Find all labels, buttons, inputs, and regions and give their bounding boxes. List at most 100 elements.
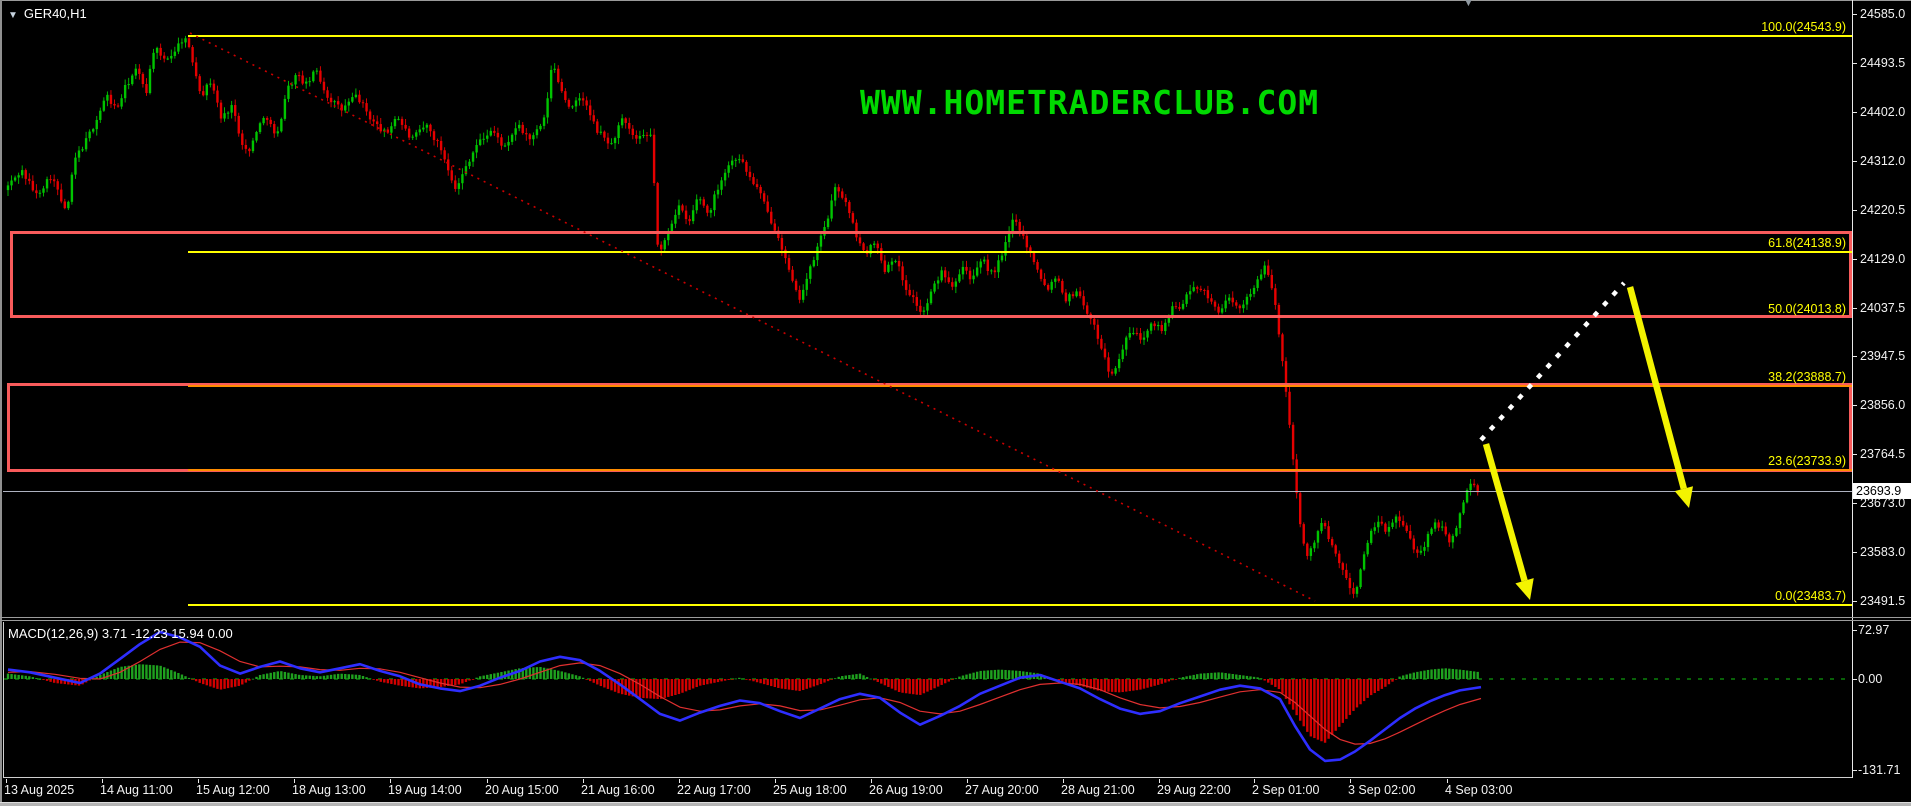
candle-body bbox=[1330, 539, 1334, 546]
fib-line-61.8[interactable] bbox=[188, 251, 1852, 253]
sell-arrow-2[interactable] bbox=[1626, 286, 1687, 490]
fib-line-38.2[interactable] bbox=[188, 385, 1852, 387]
candle-body bbox=[802, 289, 805, 300]
macd-histogram-bar bbox=[1409, 673, 1412, 679]
time-tick-label: 21 Aug 16:00 bbox=[581, 783, 655, 797]
candle-body bbox=[1295, 459, 1298, 494]
sell-arrow-1[interactable] bbox=[1482, 443, 1528, 582]
supply-demand-zone-1[interactable] bbox=[10, 231, 1852, 318]
candle-body bbox=[131, 75, 134, 85]
candle-body bbox=[461, 174, 464, 184]
candle-body bbox=[148, 68, 152, 94]
candle-body bbox=[248, 148, 251, 152]
macd-histogram-bar bbox=[1000, 669, 1004, 679]
macd-histogram-bar bbox=[702, 679, 705, 685]
symbol-dropdown-icon[interactable]: ▼ bbox=[8, 10, 18, 21]
candle-body bbox=[677, 205, 681, 215]
candle-body bbox=[926, 303, 929, 311]
candle-body bbox=[88, 131, 91, 139]
candle-body bbox=[1242, 304, 1245, 309]
candle-body bbox=[1075, 291, 1078, 297]
symbol-timeframe-label[interactable]: ▼ GER40,H1 bbox=[8, 6, 87, 21]
macd-histogram-bar bbox=[869, 678, 872, 680]
candle-body bbox=[297, 75, 301, 77]
macd-histogram-bar bbox=[691, 679, 695, 689]
pane-divider[interactable] bbox=[0, 617, 1911, 618]
candle-body bbox=[518, 124, 521, 129]
macd-histogram-bar bbox=[1430, 669, 1433, 679]
time-tick-label: 2 Sep 01:00 bbox=[1252, 783, 1320, 797]
fib-line-0[interactable] bbox=[188, 604, 1852, 606]
descending-trendline[interactable] bbox=[189, 32, 1316, 602]
candle-body bbox=[407, 128, 411, 138]
candle-body bbox=[1121, 349, 1124, 360]
macd-histogram-bar bbox=[926, 679, 929, 692]
macd-histogram-bar bbox=[993, 669, 997, 679]
candle-body bbox=[876, 243, 879, 249]
candle-body bbox=[63, 201, 66, 209]
macd-histogram-bar bbox=[1157, 679, 1160, 685]
candle-body bbox=[635, 135, 638, 139]
candle-body bbox=[354, 94, 358, 98]
candle-body bbox=[393, 119, 397, 127]
fib-line-100[interactable] bbox=[188, 35, 1852, 37]
macd-histogram-bar bbox=[628, 679, 631, 696]
macd-histogram-bar bbox=[1433, 669, 1437, 679]
candle-body bbox=[38, 192, 42, 194]
macd-histogram-bar bbox=[1171, 679, 1174, 681]
candle-body bbox=[1448, 534, 1451, 543]
macd-histogram-bar bbox=[1416, 671, 1419, 679]
candle-body bbox=[24, 170, 27, 179]
time-tick-label: 25 Aug 18:00 bbox=[773, 783, 847, 797]
candle-body bbox=[81, 149, 84, 151]
macd-histogram-bar bbox=[336, 673, 340, 679]
candle-body bbox=[617, 125, 620, 139]
macd-histogram-bar bbox=[1476, 671, 1479, 679]
candle-body bbox=[848, 202, 851, 214]
candle-body bbox=[106, 94, 109, 101]
candle-body bbox=[1046, 284, 1050, 290]
macd-histogram-bar bbox=[351, 674, 354, 679]
macd-histogram-bar bbox=[365, 677, 368, 679]
macd-histogram-bar bbox=[280, 671, 283, 679]
macd-histogram-bar bbox=[1007, 670, 1011, 679]
candle-body bbox=[592, 115, 595, 122]
candle-body bbox=[1323, 522, 1327, 527]
macd-histogram-bar bbox=[127, 665, 130, 679]
time-tick-mark bbox=[967, 779, 968, 783]
macd-histogram-bar bbox=[940, 679, 943, 685]
macd-histogram-bar bbox=[202, 679, 205, 685]
object-anchor-icon[interactable]: ▼ bbox=[1463, 0, 1474, 9]
candle-body bbox=[351, 97, 354, 102]
fib-line-23.6[interactable] bbox=[188, 469, 1852, 471]
price-tick-label: 24493.5 bbox=[1860, 56, 1906, 70]
macd-histogram-bar bbox=[557, 670, 560, 679]
macd-histogram-bar bbox=[1423, 670, 1426, 679]
macd-histogram-bar bbox=[1245, 675, 1249, 679]
macd-histogram-bar bbox=[468, 679, 471, 681]
pane-divider-line[interactable] bbox=[0, 620, 1911, 621]
candle-body bbox=[95, 119, 98, 130]
candle-body bbox=[844, 197, 847, 203]
time-tick-mark bbox=[294, 779, 295, 783]
macd-axis-label: 0.00 bbox=[1858, 672, 1883, 686]
candle-body bbox=[77, 150, 81, 158]
candle-body bbox=[1228, 297, 1231, 301]
time-tick-label: 27 Aug 20:00 bbox=[965, 783, 1039, 797]
candle-body bbox=[344, 105, 347, 111]
candle-body bbox=[439, 140, 443, 151]
candle-body bbox=[741, 159, 745, 162]
candle-body bbox=[1220, 308, 1224, 313]
price-tick-mark bbox=[1852, 63, 1857, 64]
macd-histogram-bar bbox=[670, 679, 674, 696]
candle-body bbox=[70, 174, 74, 202]
candle-body bbox=[734, 159, 737, 161]
candle-body bbox=[535, 129, 539, 136]
candle-body bbox=[521, 124, 524, 134]
macd-histogram-bar bbox=[1373, 679, 1376, 694]
candle-body bbox=[645, 135, 649, 137]
candle-body bbox=[525, 133, 528, 135]
candle-body bbox=[663, 240, 666, 250]
